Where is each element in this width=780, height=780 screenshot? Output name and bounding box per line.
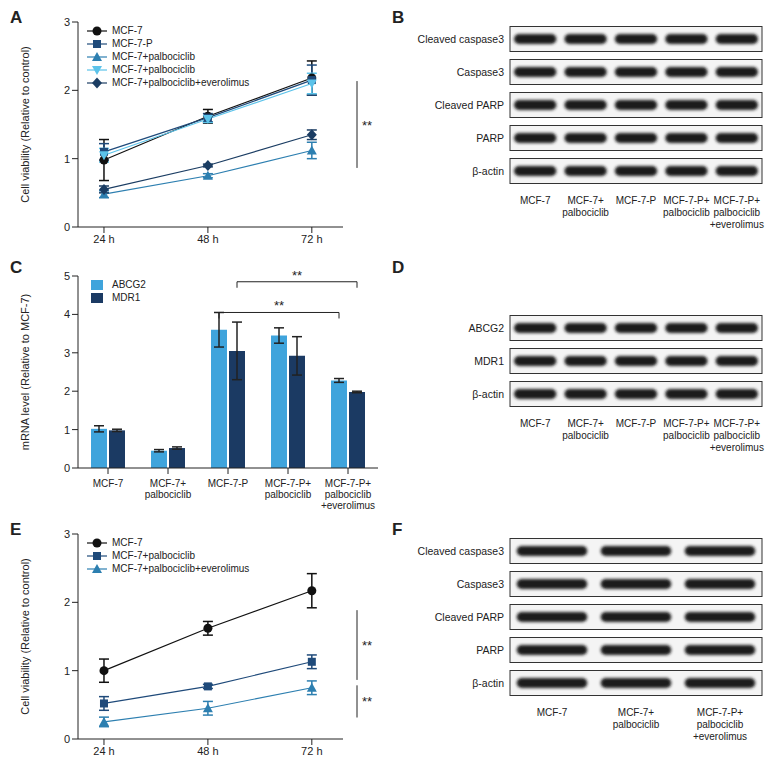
svg-text:MCF-7: MCF-7 [520,195,551,206]
svg-text:MCF-7-P+palbociclib: MCF-7-P+palbociclib [265,478,312,500]
svg-text:β-actin: β-actin [472,677,504,689]
svg-text:2: 2 [64,84,70,96]
svg-text:Cleaved PARP: Cleaved PARP [435,99,504,111]
html-text:ABCG2: ABCG2 [112,279,146,290]
svg-text:48 h: 48 h [197,745,218,757]
svg-text:MCF-7-P: MCF-7-P [208,478,249,489]
svg-text:Cleaved caspase3: Cleaved caspase3 [418,33,505,45]
html-text:D: D [392,258,405,277]
svg-text:72 h: 72 h [301,233,322,245]
svg-text:4: 4 [64,308,70,320]
svg-text:3: 3 [64,528,70,540]
html-text:MCF-7+palbociclib: MCF-7+palbociclib [112,550,196,561]
svg-text:**: ** [292,268,302,283]
svg-text:48 h: 48 h [197,233,218,245]
svg-text:0: 0 [64,733,70,745]
svg-text:3: 3 [64,347,70,359]
svg-text:mRNA level (Relative to MCF-7): mRNA level (Relative to MCF-7) [19,294,31,450]
svg-text:MCF-7: MCF-7 [93,478,124,489]
html-text:MCF-7: MCF-7 [112,25,143,36]
svg-text:MCF-7: MCF-7 [537,707,568,718]
svg-text:1: 1 [64,424,70,436]
svg-text:MCF-7+palbociclib: MCF-7+palbociclib [613,707,660,730]
svg-text:β-actin: β-actin [472,165,504,177]
svg-text:72 h: 72 h [301,745,322,757]
html-text:MDR1: MDR1 [112,292,141,303]
svg-text:MCF-7+palbociclib: MCF-7+palbociclib [145,478,192,500]
svg-text:1: 1 [64,665,70,677]
html-text:E: E [10,520,22,539]
svg-text:Caspase3: Caspase3 [457,578,504,590]
svg-text:MCF-7-P+palbociclib+everolimus: MCF-7-P+palbociclib+everolimus [321,478,375,511]
svg-text:MCF-7+palbociclib: MCF-7+palbociclib [562,418,609,441]
html-text:B: B [392,8,405,27]
svg-text:MCF-7+palbociclib: MCF-7+palbociclib [562,195,609,218]
svg-text:24 h: 24 h [93,745,114,757]
html-text:MCF-7+palbociclib+everolimus: MCF-7+palbociclib+everolimus [112,563,250,574]
svg-text:MCF-7-P+palbociclib: MCF-7-P+palbociclib [663,195,710,218]
html-text:MCF-7+palbociclib+everolimus: MCF-7+palbociclib+everolimus [112,77,250,88]
svg-text:**: ** [362,118,372,133]
svg-text:PARP: PARP [476,132,504,144]
svg-text:24 h: 24 h [93,233,114,245]
svg-text:Cleaved caspase3: Cleaved caspase3 [418,545,505,557]
svg-text:Cleaved PARP: Cleaved PARP [435,611,504,623]
svg-text:Caspase3: Caspase3 [457,66,504,78]
svg-text:5: 5 [64,270,70,282]
svg-text:MCF-7-P+palbociclib: MCF-7-P+palbociclib [663,418,710,441]
svg-text:1: 1 [64,153,70,165]
svg-text:MDR1: MDR1 [474,355,504,367]
svg-text:**: ** [362,694,372,709]
html-text:MCF-7+palbociclib: MCF-7+palbociclib [112,51,196,62]
svg-text:2: 2 [64,385,70,397]
svg-text:β-actin: β-actin [472,388,504,400]
html-text:MCF-7+palbociclib: MCF-7+palbociclib [112,64,196,75]
svg-text:Cell viability (Relative to co: Cell viability (Relative to control) [19,46,31,203]
svg-text:MCF-7: MCF-7 [520,418,551,429]
svg-text:2: 2 [64,596,70,608]
svg-text:PARP: PARP [476,644,504,656]
html-text:A: A [10,8,23,27]
svg-text:MCF-7-P+palbociclib+everolimus: MCF-7-P+palbociclib+everolimus [693,707,747,742]
html-text:C: C [10,258,23,277]
svg-text:MCF-7-P+palbociclib+everolimus: MCF-7-P+palbociclib+everolimus [710,418,764,453]
html-text:F: F [392,520,403,539]
svg-text:MCF-7-P+palbociclib+everolimus: MCF-7-P+palbociclib+everolimus [710,195,764,230]
svg-text:MCF-7-P: MCF-7-P [616,195,657,206]
svg-text:**: ** [362,638,372,653]
svg-text:ABCG2: ABCG2 [468,322,504,334]
svg-text:Cell viability (Relative to co: Cell viability (Relative to control) [19,558,31,715]
svg-text:**: ** [274,298,284,313]
svg-text:0: 0 [64,221,70,233]
html-text:MCF-7-P: MCF-7-P [112,38,153,49]
svg-text:0: 0 [64,462,70,474]
html-text:MCF-7: MCF-7 [112,537,143,548]
svg-text:MCF-7-P: MCF-7-P [616,418,657,429]
svg-text:3: 3 [64,16,70,28]
